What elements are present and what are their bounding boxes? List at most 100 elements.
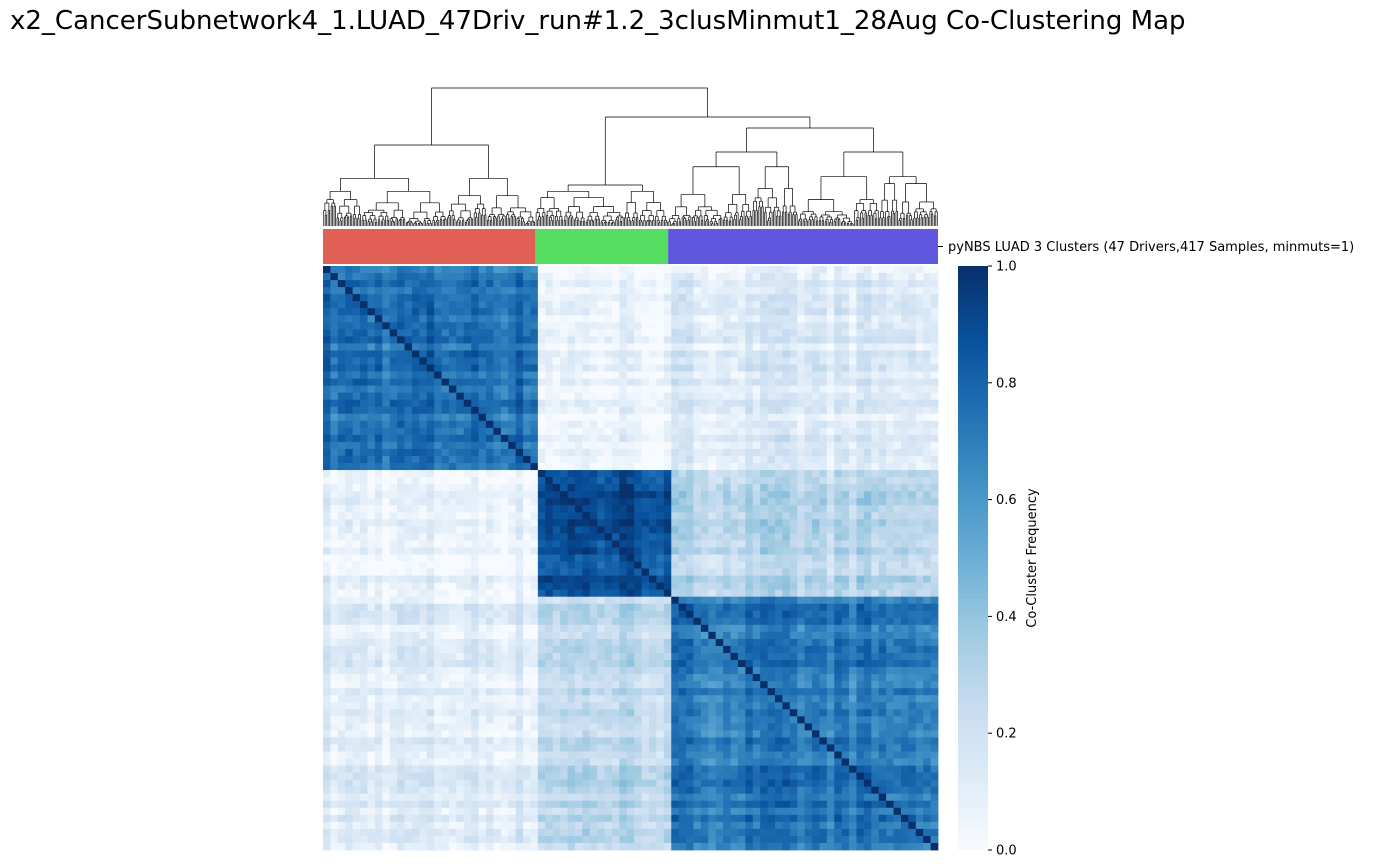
heatmap-cell [663, 505, 672, 513]
heatmap-cell [915, 463, 924, 471]
heatmap-cell [456, 287, 465, 295]
heatmap-cell [915, 505, 924, 513]
heatmap-cell [700, 526, 709, 534]
heatmap-cell [367, 568, 376, 576]
heatmap-cell [389, 533, 398, 541]
heatmap-cell [382, 273, 391, 281]
heatmap-cell [374, 470, 383, 478]
heatmap-cell [508, 505, 517, 513]
heatmap-cell [737, 273, 746, 281]
heatmap-cell [389, 561, 398, 569]
heatmap-cell [478, 371, 487, 379]
heatmap-cell [493, 301, 502, 309]
heatmap-cell [537, 413, 546, 422]
heatmap-cell [841, 498, 850, 506]
heatmap-cell [404, 406, 413, 415]
heatmap-cell [456, 491, 465, 499]
heatmap-cell [560, 463, 568, 471]
heatmap-cell [411, 448, 420, 457]
heatmap-cell [678, 322, 687, 330]
heatmap-cell [604, 413, 613, 422]
heatmap-cell [856, 561, 865, 569]
heatmap-cell [767, 491, 776, 499]
heatmap-cell [863, 448, 872, 457]
heatmap-cell [337, 329, 346, 337]
heatmap-cell [419, 533, 428, 541]
heatmap-cell [641, 484, 650, 492]
heatmap-cell [641, 519, 650, 527]
heatmap-cell [774, 357, 783, 365]
heatmap-cell [589, 287, 598, 295]
heatmap-cell [404, 512, 413, 520]
heatmap-cell [552, 280, 561, 288]
heatmap-cell [849, 322, 857, 330]
heatmap-cell [448, 491, 457, 499]
heatmap-cell [448, 526, 457, 534]
heatmap-cell [360, 470, 368, 478]
heatmap-cell [560, 540, 568, 548]
heatmap-cell [352, 322, 361, 330]
heatmap-cell [419, 491, 428, 499]
heatmap-cell [886, 266, 894, 274]
heatmap-cell [871, 484, 880, 492]
cluster-color-segment [323, 229, 536, 264]
heatmap-cell [663, 308, 672, 316]
heatmap-cell [352, 561, 361, 569]
heatmap-cell [611, 392, 620, 401]
heatmap-cell [886, 273, 894, 281]
heatmap-cell [700, 434, 709, 443]
heatmap-cell [552, 266, 561, 274]
heatmap-cell [752, 406, 761, 415]
heatmap-cell [649, 399, 657, 408]
heatmap-cell [352, 505, 361, 513]
heatmap-cell [567, 455, 576, 464]
heatmap-cell [634, 280, 643, 288]
heatmap-cell [619, 385, 628, 394]
heatmap-cell [930, 441, 939, 450]
heatmap-cell [886, 491, 894, 499]
heatmap-cell [382, 385, 391, 394]
heatmap-cell [330, 491, 339, 499]
heatmap-cell [923, 575, 931, 584]
heatmap-cell [700, 554, 709, 562]
heatmap-cell [345, 357, 354, 365]
heatmap-cell [686, 399, 694, 408]
heatmap-cell [812, 540, 820, 548]
heatmap-cell [382, 406, 391, 415]
heatmap-cell [560, 427, 568, 436]
heatmap-cell [841, 294, 850, 302]
heatmap-cell [323, 378, 331, 387]
heatmap-cell [515, 378, 524, 387]
heatmap-cell [745, 484, 754, 492]
heatmap-cell [752, 547, 761, 555]
heatmap-cell [656, 336, 665, 344]
heatmap-cell [886, 392, 894, 401]
heatmap-cell [908, 484, 917, 492]
heatmap-cell [678, 378, 687, 387]
heatmap-cell [856, 477, 865, 485]
heatmap-cell [493, 385, 502, 394]
heatmap-cell [745, 519, 754, 527]
heatmap-cell [552, 519, 561, 527]
heatmap-cell [915, 378, 924, 387]
heatmap-cell [352, 512, 361, 520]
heatmap-cell [419, 554, 428, 562]
heatmap-cell [382, 498, 391, 506]
heatmap-cell [789, 512, 798, 520]
heatmap-cell [634, 273, 643, 281]
heatmap-cell [767, 434, 776, 443]
heatmap-cell [812, 343, 820, 351]
heatmap-cell [686, 287, 694, 295]
heatmap-cell [374, 315, 383, 323]
heatmap-cell [552, 350, 561, 358]
heatmap-cell [515, 547, 524, 555]
heatmap-cell [604, 441, 613, 450]
heatmap-cell [448, 463, 457, 471]
heatmap-cell [426, 512, 435, 520]
heatmap-cell [508, 484, 517, 492]
heatmap-cell [819, 280, 828, 288]
heatmap-cell [352, 287, 361, 295]
heatmap-cell [589, 315, 598, 323]
heatmap-cell [671, 343, 680, 351]
heatmap-cell [500, 308, 509, 316]
